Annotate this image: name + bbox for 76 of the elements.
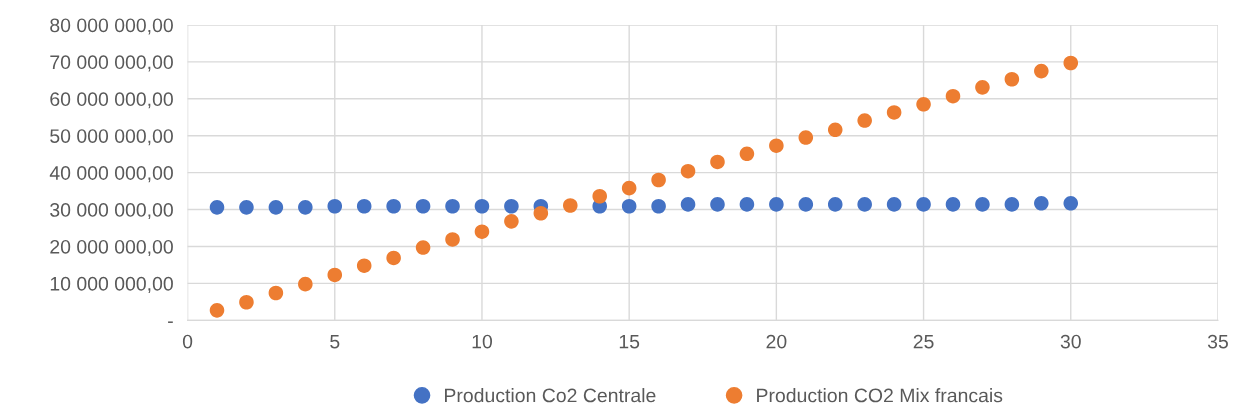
point	[680, 163, 696, 179]
y-tick-label: 10 000 000,00	[50, 276, 173, 293]
point	[504, 198, 519, 214]
point	[298, 200, 313, 215]
point	[1063, 196, 1079, 211]
point	[386, 250, 401, 266]
y-tick-label: 30 000 000,00	[50, 203, 173, 220]
y-tick-label: 40 000 000,00	[49, 166, 173, 183]
point	[445, 198, 460, 214]
point	[886, 197, 902, 212]
point	[415, 198, 431, 214]
x-tick-label: 10	[472, 334, 493, 349]
x-tick-label: 25	[913, 334, 934, 349]
point	[975, 197, 990, 212]
y-tick-label: -	[168, 321, 173, 323]
y-tick-label: 80 000 000,00	[50, 18, 173, 35]
legend-label: Production Co2 Centrale	[445, 388, 656, 403]
point	[651, 172, 666, 188]
point	[710, 154, 725, 170]
y-tick-label: 20 000 000,00	[50, 239, 173, 257]
point	[445, 232, 460, 247]
point	[1034, 63, 1049, 79]
point	[916, 197, 931, 212]
point	[769, 197, 784, 212]
point	[886, 105, 902, 120]
point	[327, 267, 343, 283]
point	[1004, 71, 1020, 87]
point	[474, 224, 490, 239]
point	[739, 146, 755, 162]
point	[827, 122, 843, 138]
point	[975, 80, 990, 95]
x-tick-label: 5	[330, 334, 340, 349]
point	[857, 197, 872, 212]
x-tick-label: 0	[182, 334, 193, 349]
x-tick-label: 20	[766, 334, 787, 349]
point	[769, 138, 784, 153]
point	[945, 197, 961, 212]
point	[356, 258, 372, 273]
point	[474, 198, 490, 214]
point	[386, 198, 401, 214]
point	[710, 197, 725, 212]
y-tick-label: 50 000 000,00	[50, 129, 173, 146]
point	[916, 97, 931, 112]
point	[533, 205, 549, 221]
point	[739, 197, 755, 212]
point	[356, 198, 372, 214]
point	[563, 198, 578, 213]
x-tick-label: 15	[619, 334, 640, 349]
x-tick-label: 35	[1207, 334, 1228, 349]
point	[298, 276, 313, 292]
point	[798, 197, 814, 212]
point	[209, 303, 225, 318]
y-tick-label: 60 000 000,00	[50, 92, 173, 109]
point	[680, 197, 696, 212]
point	[209, 200, 225, 215]
point	[1034, 196, 1049, 211]
point	[651, 198, 666, 214]
point	[1004, 197, 1020, 212]
point	[621, 180, 637, 196]
point	[945, 88, 961, 104]
point	[327, 198, 343, 214]
point	[621, 198, 637, 214]
point	[415, 240, 431, 255]
point	[1063, 55, 1079, 71]
point	[798, 130, 814, 145]
point	[239, 200, 254, 215]
point	[268, 200, 284, 215]
point	[239, 294, 254, 310]
point	[827, 197, 843, 212]
point	[504, 214, 519, 229]
point	[592, 188, 608, 204]
legend-label: Production CO2 Mix francais	[757, 388, 1003, 403]
y-tick-label: 70 000 000,00	[50, 55, 173, 72]
point	[268, 285, 284, 301]
point	[857, 113, 872, 128]
x-tick-label: 30	[1060, 334, 1081, 349]
